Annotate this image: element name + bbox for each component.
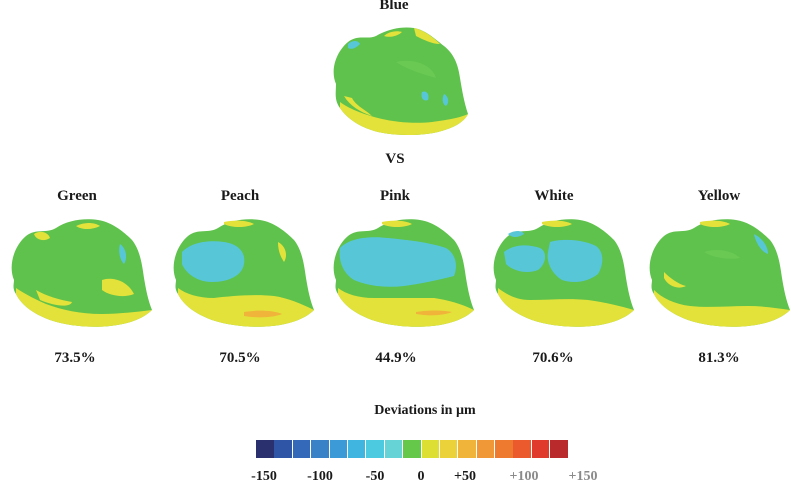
vs-label: VS	[385, 151, 405, 167]
legend-swatch	[329, 440, 348, 458]
tooth-map-green	[11, 219, 153, 327]
percent-white: 70.6%	[532, 350, 574, 366]
sample-label-white: White	[534, 188, 574, 204]
tooth-map-pink	[333, 219, 474, 327]
legend-tick: +100	[509, 469, 539, 484]
legend-tick: 0	[417, 469, 425, 484]
legend-swatch	[384, 440, 403, 458]
legend-swatch	[292, 440, 311, 458]
legend-title: Deviations in µm	[374, 403, 476, 418]
legend-swatch	[458, 440, 476, 458]
tooth-map-peach	[173, 219, 314, 327]
legend-tick: -150	[251, 469, 277, 484]
legend-swatch	[366, 440, 384, 458]
legend-tick: +150	[568, 469, 598, 484]
reference-title: Blue	[379, 0, 409, 13]
legend-swatch	[403, 440, 421, 458]
percent-peach: 70.5%	[219, 350, 261, 366]
reference-tooth-map	[333, 27, 468, 136]
legend-swatch	[439, 440, 458, 458]
legend-swatch	[476, 440, 495, 458]
legend-swatch	[274, 440, 292, 458]
tooth-map-white	[493, 219, 634, 327]
legend-swatch	[256, 440, 274, 458]
legend-swatch	[550, 440, 568, 458]
percent-green: 73.5%	[54, 350, 96, 366]
percent-yellow: 81.3%	[698, 350, 740, 366]
legend-tick: +50	[454, 469, 476, 484]
legend-swatch	[347, 440, 366, 458]
color-scale-bar	[256, 440, 569, 458]
legend-tick: -100	[307, 469, 333, 484]
legend-tick: -50	[365, 469, 385, 484]
legend-swatch	[311, 440, 329, 458]
sample-label-green: Green	[57, 188, 97, 204]
legend-swatch	[421, 440, 440, 458]
sample-label-peach: Peach	[220, 188, 260, 204]
sample-label-yellow: Yellow	[697, 188, 741, 204]
legend-swatch	[513, 440, 531, 458]
sample-label-pink: Pink	[379, 188, 411, 204]
percent-pink: 44.9%	[375, 350, 417, 366]
tooth-map-yellow	[649, 219, 790, 327]
legend-swatch	[495, 440, 513, 458]
legend-swatch	[531, 440, 550, 458]
